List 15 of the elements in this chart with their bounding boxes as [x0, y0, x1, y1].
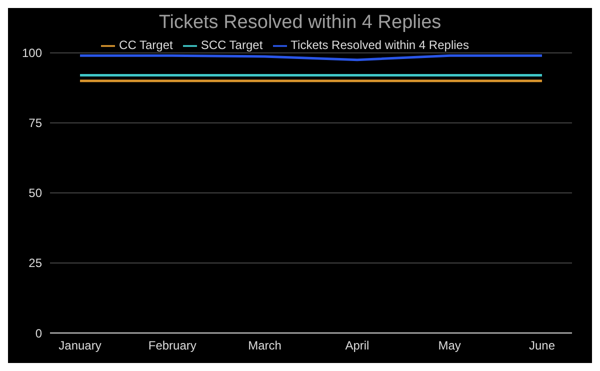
- legend-label: CC Target: [119, 38, 173, 52]
- y-tick-label: 0: [35, 326, 42, 340]
- x-tick-label: February: [148, 338, 196, 353]
- y-tick-label: 100: [22, 46, 42, 60]
- x-tick-label: January: [58, 338, 102, 353]
- legend-label: Tickets Resolved within 4 Replies: [290, 38, 469, 52]
- y-tick-label: 25: [28, 256, 42, 270]
- x-tick-label: June: [528, 338, 556, 353]
- x-tick-label: May: [438, 338, 461, 353]
- x-tick-label: April: [345, 338, 370, 353]
- chart-title: Tickets Resolved within 4 Replies: [158, 11, 442, 35]
- y-tick-label: 50: [28, 186, 42, 200]
- y-tick-label: 75: [28, 116, 42, 130]
- legend-label: SCC Target: [200, 38, 263, 52]
- x-tick-label: March: [248, 338, 282, 353]
